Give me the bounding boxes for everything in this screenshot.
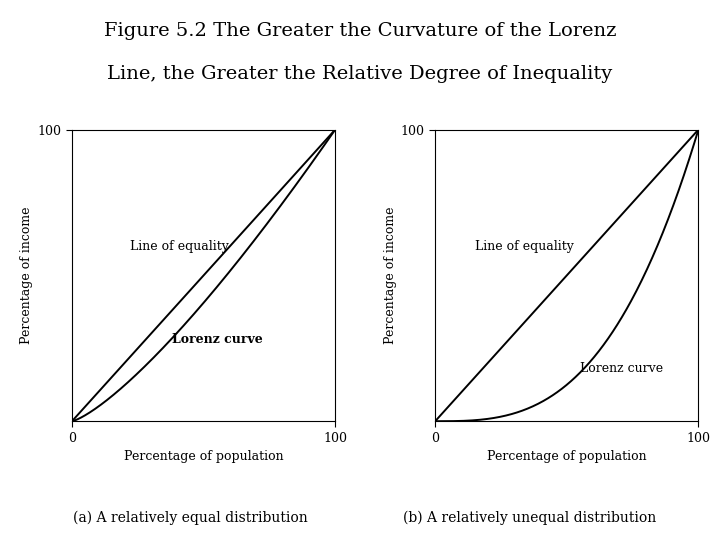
Text: (b) A relatively unequal distribution: (b) A relatively unequal distribution [402, 510, 656, 525]
Text: Figure 5.2 The Greater the Curvature of the Lorenz: Figure 5.2 The Greater the Curvature of … [104, 22, 616, 39]
Text: Lorenz curve: Lorenz curve [580, 362, 663, 375]
X-axis label: Percentage of population: Percentage of population [487, 450, 647, 463]
Text: (a) A relatively equal distribution: (a) A relatively equal distribution [73, 510, 308, 525]
Text: Line of equality: Line of equality [474, 240, 574, 253]
Text: Lorenz curve: Lorenz curve [172, 333, 263, 346]
Y-axis label: Percentage of income: Percentage of income [20, 207, 33, 344]
Y-axis label: Percentage of income: Percentage of income [384, 207, 397, 344]
Text: Line of equality: Line of equality [130, 240, 229, 253]
X-axis label: Percentage of population: Percentage of population [124, 450, 284, 463]
Text: Line, the Greater the Relative Degree of Inequality: Line, the Greater the Relative Degree of… [107, 65, 613, 83]
